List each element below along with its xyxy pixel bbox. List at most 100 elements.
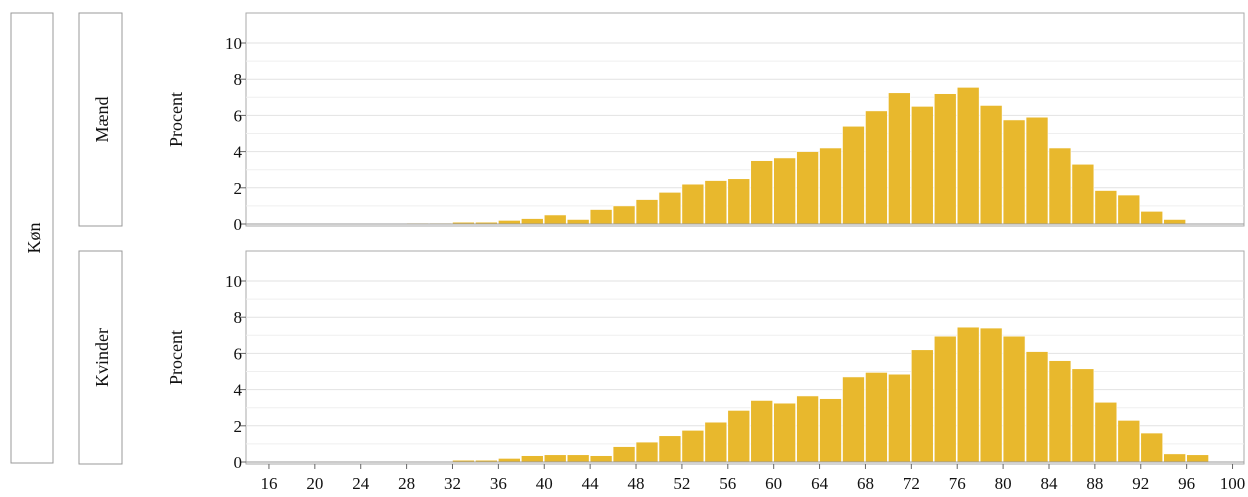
histogram-bar	[750, 160, 773, 225]
histogram-bar	[796, 395, 819, 463]
histogram-bar	[589, 455, 613, 463]
histogram-bar	[956, 87, 980, 225]
x-tick-label: 100	[1220, 474, 1246, 493]
histogram-bar	[704, 180, 728, 225]
panel-kvinder: Kvinder Procent 0 2 4 6 8 10	[78, 250, 1245, 472]
outer-facet-label: Køn	[24, 223, 44, 254]
x-tick-label: 48	[628, 474, 645, 493]
histogram-bar	[1163, 453, 1186, 463]
x-tick-label: 36	[490, 474, 507, 493]
histogram-bar	[773, 402, 796, 463]
histogram-bar	[658, 192, 682, 225]
histogram-bar	[888, 92, 911, 225]
histogram-bar	[979, 105, 1003, 225]
histogram-bar	[933, 335, 957, 463]
histogram-bar	[773, 157, 796, 225]
x-tick-label: 84	[1040, 474, 1058, 493]
histogram-bar	[1002, 335, 1026, 463]
histogram-bar	[543, 454, 567, 463]
histogram-bar	[521, 455, 544, 463]
y-tick-label: 0	[234, 453, 243, 472]
panel-label: Kvinder	[92, 328, 112, 387]
y-tick-label: 10	[225, 272, 242, 291]
histogram-bar	[1048, 147, 1072, 225]
histogram-bar	[681, 183, 705, 225]
x-tick-label: 56	[719, 474, 736, 493]
histogram-bar	[865, 372, 888, 463]
histogram-bar	[911, 349, 934, 463]
histogram-bar	[566, 219, 590, 225]
y-tick-label: 2	[234, 179, 243, 198]
x-tick-label: 32	[444, 474, 461, 493]
y-tick-label: 0	[234, 215, 243, 234]
x-tick-label: 80	[995, 474, 1012, 493]
histogram-bar	[635, 441, 659, 463]
histogram-bar	[888, 373, 911, 463]
x-tick-label: 20	[306, 474, 323, 493]
histogram-bar	[750, 400, 773, 463]
histogram-bar	[1094, 401, 1118, 463]
histogram-bar	[727, 410, 751, 463]
histogram-bar	[1117, 420, 1141, 463]
histogram-bar	[911, 106, 934, 225]
histogram-bar	[681, 430, 705, 463]
histogram-bar	[865, 110, 888, 225]
histogram-bar	[498, 458, 521, 463]
histogram-bar	[842, 125, 865, 225]
histogram-bar	[727, 178, 751, 225]
x-tick-label: 64	[811, 474, 829, 493]
histogram-bar	[979, 327, 1003, 463]
x-tick-label: 68	[857, 474, 874, 493]
histogram-bar	[589, 209, 613, 225]
x-tick-label: 40	[536, 474, 553, 493]
y-tick-label: 6	[234, 344, 243, 363]
histogram-bar	[1071, 368, 1095, 463]
y-tick-label: 6	[234, 106, 243, 125]
x-tick-label: 16	[260, 474, 277, 493]
panel-facet-box	[78, 250, 123, 465]
x-tick-label: 96	[1178, 474, 1195, 493]
histogram-bar	[612, 446, 636, 463]
histogram-bar	[543, 214, 567, 225]
y-tick-label: 8	[234, 70, 243, 89]
x-tick-label: 92	[1132, 474, 1149, 493]
histogram-bar	[796, 151, 819, 225]
histogram-bar	[819, 398, 842, 463]
x-tick-label: 24	[352, 474, 370, 493]
histogram-bar	[956, 326, 980, 463]
x-tick-label: 52	[673, 474, 690, 493]
histogram-bar	[658, 435, 682, 463]
histogram-bar	[1140, 211, 1164, 225]
histogram-bar	[1186, 454, 1209, 463]
y-tick-label: 8	[234, 308, 243, 327]
histogram-bar	[1002, 119, 1026, 225]
histogram-bar	[1025, 351, 1049, 463]
histogram-bar	[1048, 360, 1072, 463]
x-tick-label: 60	[765, 474, 782, 493]
histogram-bar	[1094, 190, 1118, 225]
histogram-bar	[635, 199, 659, 225]
y-tick-label: 4	[234, 381, 243, 400]
histogram-bar	[1163, 219, 1186, 225]
panel-maend: Mænd Procent 0 2 4 6 8 10	[78, 12, 1245, 234]
histogram-bar	[1140, 432, 1164, 463]
histogram-bar	[566, 454, 590, 463]
histogram-bar	[521, 218, 544, 225]
x-tick-label: 28	[398, 474, 415, 493]
y-axis-label: Procent	[166, 330, 186, 385]
histogram-bar	[704, 421, 728, 463]
histogram-bar	[842, 376, 865, 463]
histogram-bar	[1117, 194, 1141, 225]
x-tick-label: 88	[1086, 474, 1103, 493]
y-tick-label: 4	[234, 143, 243, 162]
outer-facet-box	[10, 12, 54, 464]
histogram-bar	[1025, 116, 1049, 225]
x-tick-label: 44	[582, 474, 600, 493]
histogram-bar	[933, 93, 957, 225]
y-tick-label: 2	[234, 417, 243, 436]
y-axis-label: Procent	[166, 92, 186, 147]
histogram-bar	[498, 220, 521, 225]
histogram-bar	[819, 147, 842, 225]
x-tick-label: 76	[949, 474, 966, 493]
